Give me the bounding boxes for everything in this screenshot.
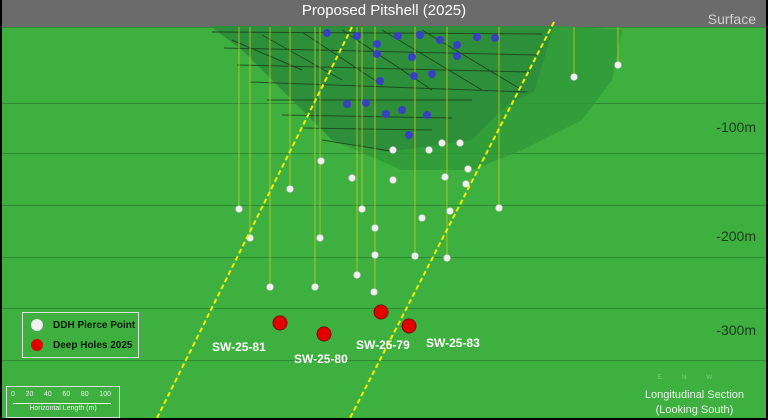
view-caption-line2: (Looking South) xyxy=(655,404,734,416)
pierce-point xyxy=(462,180,470,188)
pierce-point xyxy=(411,252,419,260)
pierce-point xyxy=(311,283,319,291)
deep-hole-icon xyxy=(31,339,43,351)
hole-label-sw-25-80: SW-25-80 xyxy=(294,352,348,366)
hole-label-sw-25-83: SW-25-83 xyxy=(426,336,480,350)
depth-label-200: -200m xyxy=(716,228,756,244)
pierce-point xyxy=(316,234,324,242)
scale-tick: 0 xyxy=(11,391,15,398)
section-title: Proposed Pitshell (2025) xyxy=(301,2,467,19)
pierce-point xyxy=(370,288,378,296)
pierce-point xyxy=(425,146,433,154)
pierce-point xyxy=(456,139,464,147)
grid-line xyxy=(2,257,766,258)
pierce-point xyxy=(614,61,622,69)
pierce-point xyxy=(286,185,294,193)
pierce-point xyxy=(266,283,274,291)
pierce-point xyxy=(348,174,356,182)
pierce-point xyxy=(464,165,472,173)
scale-tick: 100 xyxy=(99,391,111,398)
scale-bar-line xyxy=(13,400,111,404)
legend-label: Deep Holes 2025 xyxy=(53,339,133,351)
scale-tick: 80 xyxy=(80,391,89,398)
grid-line xyxy=(2,360,766,361)
scale-tick: 40 xyxy=(43,391,52,398)
depth-label-100: -100m xyxy=(716,119,756,135)
pierce-point xyxy=(418,214,426,222)
scale-tick: 20 xyxy=(25,391,34,398)
legend-label: DDH Pierce Point xyxy=(53,319,136,331)
pierce-point xyxy=(438,139,446,147)
depth-label-300: -300m xyxy=(716,322,756,338)
surface-label: Surface xyxy=(707,11,756,27)
pierce-point xyxy=(317,157,325,165)
pierce-point-icon xyxy=(31,319,43,331)
compass-icon: ENW xyxy=(657,375,732,381)
hole-label-sw-25-81: SW-25-81 xyxy=(212,340,266,354)
pierce-point xyxy=(371,251,379,259)
pierce-point xyxy=(446,207,454,215)
sky-band xyxy=(2,0,766,27)
hole-label-sw-25-79: SW-25-79 xyxy=(356,338,410,352)
pierce-point xyxy=(389,176,397,184)
pierce-point xyxy=(495,204,503,212)
legend: DDH Pierce Point Deep Holes 2025 xyxy=(22,312,139,358)
scale-bar: 0 20 40 60 80 100 Horizontal Length (m) xyxy=(6,386,120,418)
view-caption-line1: Longitudinal Section xyxy=(644,389,744,401)
pierce-point xyxy=(389,146,397,154)
pierce-point xyxy=(443,254,451,262)
pierce-point xyxy=(235,205,243,213)
scale-caption: Horizontal Length (m) xyxy=(29,405,97,412)
pierce-point xyxy=(353,271,361,279)
view-caption: Longitudinal Section (Looking South) xyxy=(645,388,744,418)
pierce-point xyxy=(358,205,366,213)
grid-line xyxy=(2,205,766,206)
pierce-point xyxy=(441,173,449,181)
pierce-point xyxy=(371,224,379,232)
pierce-point xyxy=(570,73,578,81)
scale-tick: 60 xyxy=(62,391,71,398)
